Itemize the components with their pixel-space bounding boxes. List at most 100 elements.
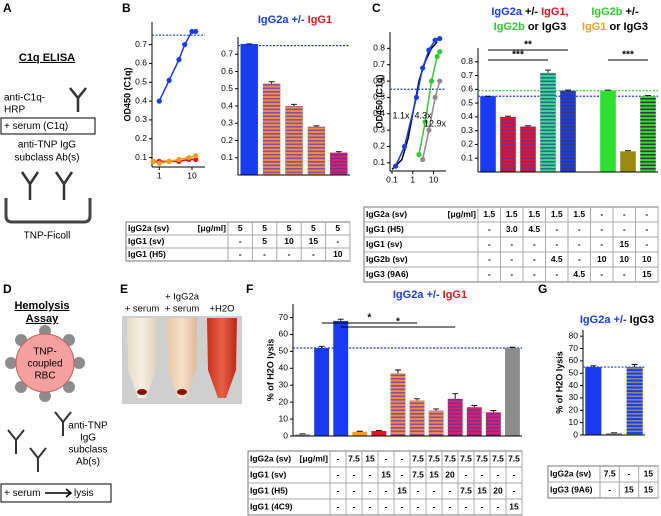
- y-tick-label: 30: [569, 392, 579, 402]
- y-tick-label: 0.7: [221, 49, 233, 59]
- row-label: IgG1 (4C9): [250, 501, 293, 511]
- table-cell: -: [465, 469, 468, 479]
- table-cell: -: [433, 501, 436, 511]
- table-cell: 15: [309, 236, 319, 246]
- error-bar: [645, 95, 651, 97]
- data-point: [166, 158, 172, 164]
- table-cell: -: [623, 269, 626, 279]
- table-cell: -: [465, 501, 468, 511]
- data-point: [193, 153, 199, 159]
- detector-label: anti-C1q-: [4, 93, 45, 104]
- table-cell: 15: [509, 501, 519, 511]
- y-tick-label: 0.6: [373, 75, 385, 85]
- table-cell: -: [497, 501, 500, 511]
- y-tick-label: 0.2: [373, 141, 385, 151]
- table-cell: -: [337, 453, 340, 463]
- serum-box: [0, 117, 96, 135]
- antibody-label: anti-TNP: [68, 421, 108, 432]
- bar: [480, 96, 496, 172]
- antibody-label: subclass Ab(s): [14, 153, 79, 164]
- error-bar: [490, 410, 497, 413]
- panel-label: E: [120, 282, 128, 296]
- table-cell: -: [555, 269, 558, 279]
- y-tick-label: 0.5: [373, 92, 385, 102]
- row-unit: [μg/ml]: [300, 453, 329, 463]
- data-point: [432, 94, 438, 101]
- table-cell: -: [608, 484, 611, 494]
- bar: [428, 410, 444, 436]
- serum-label: + serum: [4, 488, 40, 499]
- table-cell: 1.5: [573, 209, 585, 219]
- table-cell: -: [488, 254, 491, 264]
- table-cell: 15: [477, 485, 487, 495]
- table-cell: -: [533, 254, 536, 264]
- bar: [314, 348, 330, 436]
- error-bar: [291, 103, 297, 106]
- table-cell: -: [481, 501, 484, 511]
- table-cell: -: [488, 239, 491, 249]
- y-tick-label: 0.6: [135, 58, 147, 68]
- table-cell: -: [600, 224, 603, 234]
- table-cell: 5: [262, 223, 267, 233]
- y-tick-label: 50: [569, 367, 579, 377]
- title-part: IgG2b: [591, 6, 622, 18]
- table-cell: -: [385, 501, 388, 511]
- table-cell: -: [401, 453, 404, 463]
- bar: [500, 116, 516, 172]
- significance-label: ***: [512, 50, 524, 61]
- table-cell: 7.5: [412, 469, 424, 479]
- table-cell: -: [578, 254, 581, 264]
- bar: [485, 412, 501, 436]
- antibody-label: IgG: [80, 433, 96, 444]
- y-tick-label: 0.3: [135, 114, 147, 124]
- table-cell: 15: [365, 453, 375, 463]
- table-cell: -: [578, 224, 581, 234]
- bar: [620, 151, 636, 172]
- table-cell: -: [417, 501, 420, 511]
- assay-title: Assay: [26, 313, 59, 325]
- y-tick-label: 40: [569, 380, 579, 390]
- table-cell: 10: [620, 254, 630, 264]
- data-point: [416, 152, 422, 158]
- y-tick-label: 0.2: [221, 135, 233, 145]
- row-unit: [μg/ml]: [448, 209, 477, 219]
- table-cell: -: [312, 249, 315, 259]
- significance-label: **: [524, 40, 532, 51]
- table-cell: -: [510, 269, 513, 279]
- y-tick-label: 0.4: [221, 100, 233, 110]
- significance-label: ***: [622, 50, 634, 61]
- significance-label: *: [396, 317, 400, 328]
- table-cell: 7.5: [604, 468, 616, 478]
- error-bar: [590, 365, 597, 368]
- y-tick-label: 70: [569, 343, 579, 353]
- error-bar: [318, 345, 325, 348]
- table-cell: -: [369, 469, 372, 479]
- y-tick-label: 0.3: [221, 118, 233, 128]
- table-cell: 20: [493, 485, 503, 495]
- y-tick-label: 60: [569, 355, 579, 365]
- y-tick-label: 0.1: [461, 152, 473, 162]
- table-cell: 15: [644, 484, 654, 494]
- y-tick-label: 0.7: [373, 59, 385, 69]
- table-cell: -: [600, 239, 603, 249]
- title-part: IgG2a +/-: [393, 289, 440, 301]
- bar: [352, 431, 368, 436]
- y-tick-label: 0.7: [461, 70, 473, 80]
- error-bar: [313, 125, 320, 127]
- antibody-label: Ab(s): [76, 457, 100, 468]
- table-cell: -: [336, 236, 339, 246]
- error-bar: [525, 125, 531, 127]
- detector-label: HRP: [4, 105, 25, 116]
- cell-label: TNP-: [33, 347, 56, 358]
- row-label: IgG1 (H5): [250, 485, 288, 495]
- table-cell: 15: [644, 468, 654, 478]
- cell-label: coupled: [27, 359, 62, 370]
- data-point: [426, 127, 432, 133]
- panel-label: F: [246, 282, 253, 296]
- table-cell: -: [417, 485, 420, 495]
- arrow: [45, 488, 73, 498]
- row-label: IgG2a (sv): [250, 453, 291, 463]
- error-bar: [565, 89, 571, 91]
- table-cell: -: [488, 224, 491, 234]
